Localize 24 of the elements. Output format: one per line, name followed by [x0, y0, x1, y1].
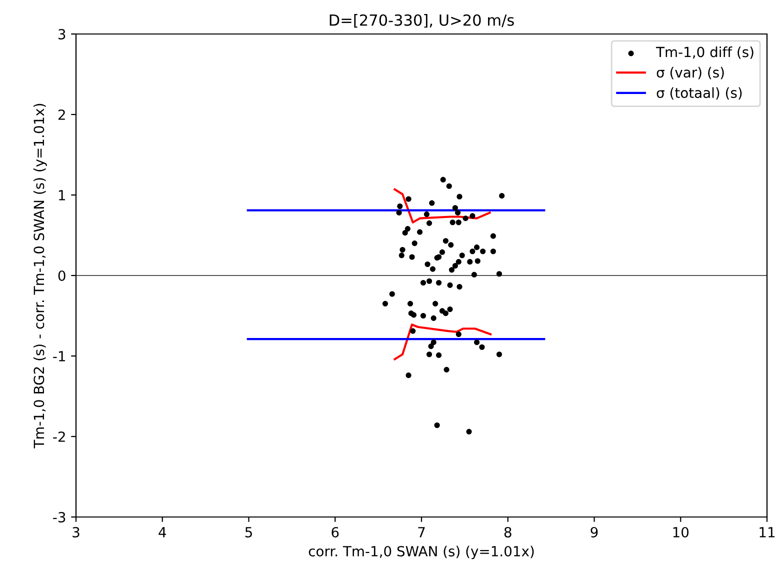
x-tick-label: 3: [72, 526, 80, 538]
x-tick-label: 4: [158, 527, 166, 538]
x-tick-label: 11: [760, 527, 775, 538]
y-tick-label: -2: [53, 431, 65, 442]
x-tick-label: 8: [504, 526, 512, 538]
y-tick-label: -1: [53, 351, 65, 362]
y-axis-title: Tm-1,0 BG2 (s) - corr. Tm-1,0 SWAN (s) (y=1.01x): [33, 104, 47, 448]
x-tick-label: 5: [245, 527, 252, 538]
y-tick-label: 0: [58, 270, 66, 281]
y-tick-label: 1: [58, 190, 65, 200]
y-tick-label: -3: [53, 512, 66, 522]
chart-title: D=[270-330], U>20 m/s: [330, 14, 514, 28]
x-tick-label: 9: [590, 526, 598, 538]
y-tick-label: 3: [58, 28, 66, 40]
x-tick-label: 7: [418, 527, 425, 538]
legend-label: σ (totaal) (s): [656, 87, 742, 100]
x-tick-label: 6: [332, 526, 339, 538]
legend-label: σ (var) (s): [656, 66, 724, 80]
y-tick-label: 2: [58, 109, 65, 120]
line-series: [394, 324, 492, 360]
x-tick-label: 10: [673, 526, 689, 538]
line-series: [394, 188, 491, 224]
legend-label: Tm-1,0 diff (s): [656, 46, 754, 59]
x-axis-title: corr. Tm-1,0 SWAN (s) (y=1.01x): [308, 546, 534, 560]
